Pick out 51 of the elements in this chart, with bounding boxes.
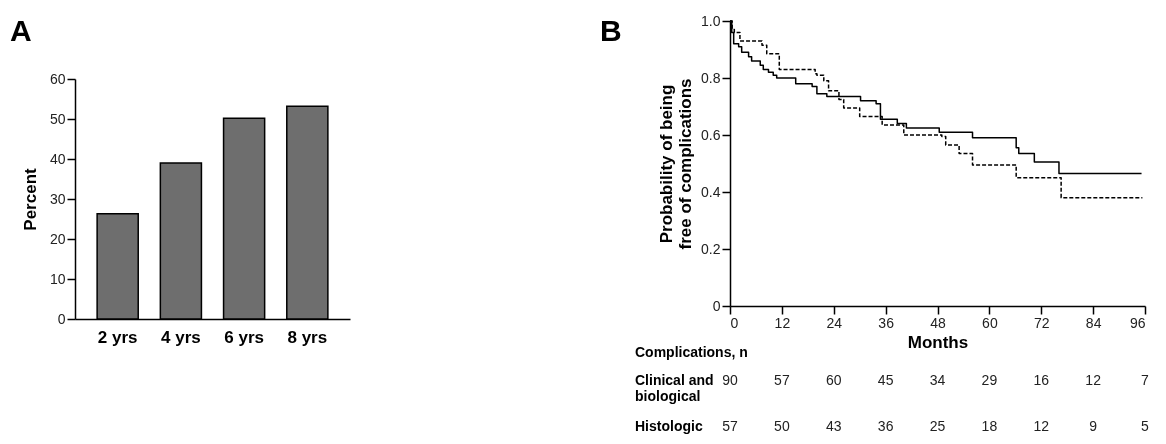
x-tick-label: 4 yrs [161,327,201,347]
text: 18 [981,418,998,434]
text: Complications, n [635,344,748,360]
text: 50 [774,418,790,434]
text: 29 [981,372,998,388]
x-tick-label: 84 [1085,314,1102,331]
text: Clinical and biological [635,372,714,404]
text: 60 [825,372,842,388]
text: 16 [1033,372,1050,388]
y-tick-label: 0.6 [701,126,721,143]
y-axis-title: Probability of being free of complications [657,78,696,250]
x-tick-label: 72 [1033,314,1050,331]
text: Histologic [635,418,703,434]
x-tick-label: 48 [930,314,946,331]
y-tick-label: 0.8 [701,69,721,86]
text: 12 [1085,372,1102,388]
y-axis-title: Percent [20,167,40,231]
x-tick-label: 8 yrs [287,327,328,347]
y-tick-label: 20 [49,230,66,247]
x-tick-label: 12 [774,314,791,331]
y-tick-label: 40 [49,150,66,167]
text: 36 [877,418,894,434]
x-tick-label: 36 [878,314,895,331]
text: 34 [929,372,946,388]
x-tick-label: 24 [826,314,843,331]
text: 9 [1089,418,1098,434]
text: 25 [929,418,946,434]
x-tick-label: 2 yrs [97,327,138,347]
text: 5 [1141,418,1150,434]
y-tick-label: 0.4 [701,183,721,200]
chart-title: B [600,14,622,47]
x-tick-label: 96 [1129,314,1146,331]
x-tick-label: 60 [982,314,998,331]
y-tick-label: 10 [49,270,66,287]
y-tick-label: 50 [49,110,66,127]
x-tick-label: 6 yrs [224,327,264,347]
text: 12 [1033,418,1050,434]
y-tick-label: 1.0 [701,12,721,29]
y-tick-label: 0 [712,297,721,314]
y-tick-label: 30 [49,190,66,207]
x-tick-label: 0 [730,314,739,331]
text: 7 [1141,372,1150,388]
text: 57 [774,372,790,388]
y-tick-label: 60 [49,70,66,87]
x-axis-title: Months [907,332,969,352]
text: 43 [825,418,842,434]
chart-title: A [10,14,32,47]
text: 57 [722,418,738,434]
text: 45 [877,372,894,388]
y-tick-label: 0.2 [701,240,721,257]
text: 90 [722,372,738,388]
